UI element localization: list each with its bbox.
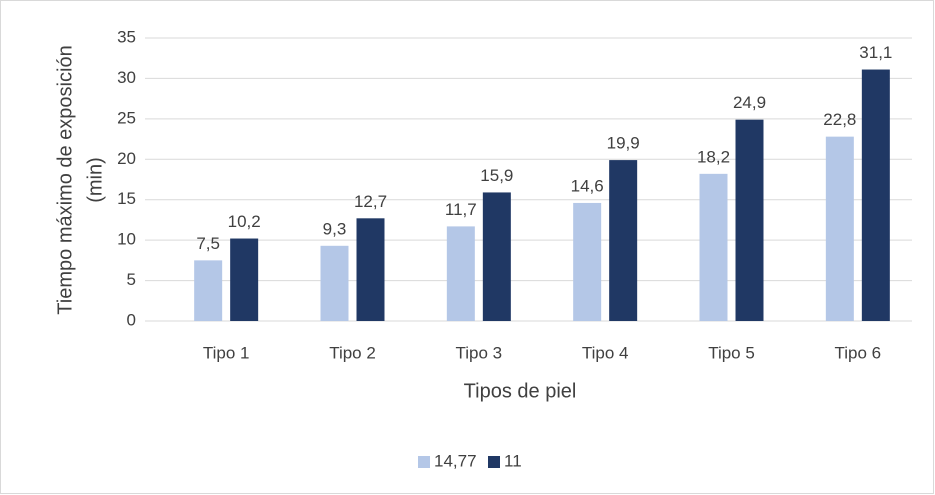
bar — [861, 69, 890, 321]
y-tick-label: 10 — [117, 230, 136, 249]
bar — [356, 218, 385, 321]
value-label: 7,5 — [196, 234, 220, 253]
y-tick-label: 0 — [127, 310, 136, 329]
bar — [609, 160, 638, 321]
y-tick-label: 35 — [117, 27, 136, 46]
x-tick-label: Tipo 6 — [835, 343, 882, 362]
bar — [699, 173, 728, 321]
legend-label: 14,77 — [434, 451, 477, 470]
bar — [735, 119, 764, 321]
bar — [482, 192, 511, 321]
y-axis-title-line: (min) — [84, 157, 106, 203]
bar — [446, 226, 475, 321]
value-label: 22,8 — [823, 110, 856, 129]
value-label: 11,7 — [445, 200, 477, 219]
bar — [825, 136, 854, 321]
value-label: 18,2 — [697, 147, 730, 166]
x-tick-label: Tipo 3 — [456, 343, 503, 362]
y-tick-label: 20 — [117, 149, 136, 168]
value-label: 24,9 — [733, 93, 766, 112]
y-axis-title-line: Tiempo máximo de exposición — [54, 45, 76, 314]
x-tick-label: Tipo 5 — [708, 343, 755, 362]
value-label: 9,3 — [323, 219, 347, 238]
y-tick-label: 30 — [117, 68, 136, 87]
value-label: 12,7 — [354, 192, 387, 211]
bar — [320, 245, 349, 321]
y-tick-label: 25 — [117, 108, 136, 127]
x-tick-label: Tipo 1 — [203, 343, 250, 362]
value-label: 10,2 — [228, 212, 261, 231]
legend-swatch — [418, 456, 430, 468]
value-label: 15,9 — [480, 166, 513, 185]
y-axis-title: Tiempo máximo de exposición (min) — [54, 45, 106, 314]
legend-swatch — [488, 456, 500, 468]
value-label: 19,9 — [607, 134, 640, 153]
value-label: 31,1 — [859, 43, 892, 62]
bar — [230, 238, 259, 321]
x-tick-label: Tipo 2 — [329, 343, 376, 362]
y-tick-label: 15 — [117, 189, 136, 208]
value-label: 14,6 — [571, 176, 604, 195]
bar — [573, 202, 602, 321]
x-axis-title: Tipos de piel — [464, 380, 577, 402]
legend-label: 11 — [504, 451, 522, 470]
y-tick-label: 5 — [127, 270, 136, 289]
x-tick-label: Tipo 4 — [582, 343, 629, 362]
bar — [194, 260, 223, 321]
